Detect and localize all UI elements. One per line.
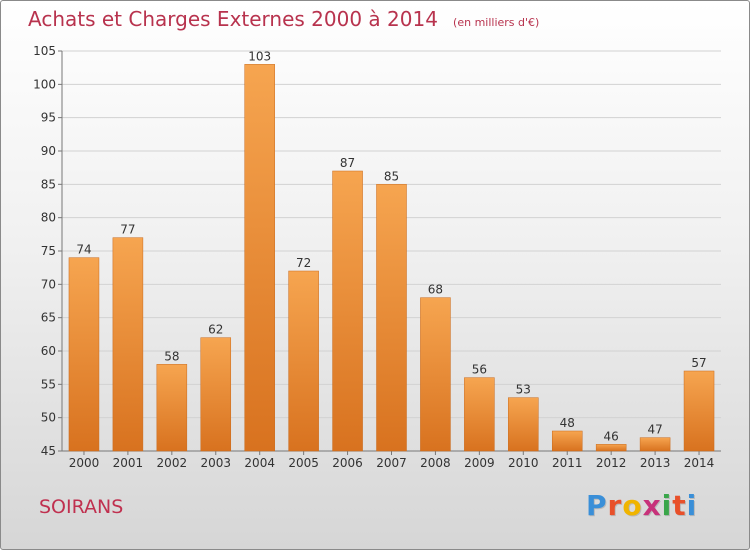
bar-2006 (332, 170, 363, 452)
bar-2009 (464, 377, 495, 452)
y-tick-label: 50 (41, 411, 56, 425)
bar-2013 (639, 437, 671, 452)
x-tick-label: 2003 (200, 456, 231, 470)
title-row: Achats et Charges Externes 2000 à 2014 (… (28, 7, 539, 31)
y-tick-label: 60 (41, 344, 56, 358)
y-tick-label: 100 (33, 77, 56, 91)
data-label: 47 (647, 423, 662, 437)
data-label: 87 (340, 156, 355, 170)
logo-letter: x (642, 489, 662, 522)
y-tick-label: 65 (41, 311, 56, 325)
data-label: 57 (691, 356, 706, 370)
x-tick-label: 2011 (552, 456, 583, 470)
bar-2010 (508, 397, 539, 452)
bar-2001 (112, 237, 144, 452)
y-tick-label: 85 (41, 177, 56, 191)
proxiti-logo: Proxiti (586, 489, 697, 522)
logo-letter: o (622, 489, 643, 522)
bar-2000 (68, 257, 100, 452)
data-label: 62 (208, 323, 223, 337)
x-tick-label: 2006 (332, 456, 363, 470)
y-tick-label: 55 (41, 377, 56, 391)
logo-letter: P (586, 489, 608, 522)
y-tick-label: 80 (41, 211, 56, 225)
data-label: 103 (248, 49, 271, 63)
commune-name: SOIRANS (39, 496, 124, 518)
x-tick-label: 2012 (596, 456, 627, 470)
x-tick-label: 2009 (464, 456, 495, 470)
data-label: 56 (472, 363, 487, 377)
x-tick-label: 2014 (684, 456, 715, 470)
data-labels: 74 77 58 62 103 72 87 85 68 56 53 48 46 47 57 (76, 49, 706, 443)
bar-2005 (288, 270, 319, 452)
y-tick-label: 90 (41, 144, 56, 158)
logo-letter: i (661, 489, 673, 522)
data-label: 85 (384, 169, 399, 183)
bar-2002 (156, 364, 188, 452)
axes: 45 50 55 60 65 70 75 80 85 90 95 100 105 2000 2001 2002… (33, 44, 721, 470)
bar-2008 (420, 297, 451, 452)
bar-2014 (683, 370, 715, 452)
x-tick-label: 2002 (157, 456, 188, 470)
data-label: 74 (76, 243, 91, 257)
x-tick-label: 2000 (69, 456, 100, 470)
bar-2011 (551, 430, 583, 452)
y-tick-label: 95 (41, 111, 56, 125)
data-label: 72 (296, 256, 311, 270)
data-label: 77 (120, 223, 135, 237)
bar-2007 (376, 184, 407, 452)
data-label: 53 (516, 383, 531, 397)
x-tick-label: 2001 (113, 456, 144, 470)
bars (68, 64, 715, 452)
data-label: 46 (604, 429, 619, 443)
x-tick-label: 2013 (640, 456, 671, 470)
x-tick-label: 2008 (420, 456, 451, 470)
bar-2004 (244, 64, 275, 452)
logo-letter: i (686, 489, 698, 522)
logo-letter: r (607, 489, 623, 522)
data-label: 48 (560, 416, 575, 430)
x-tick-label: 2007 (376, 456, 407, 470)
bar-2003 (200, 337, 232, 452)
logo-letter: t (672, 489, 687, 522)
data-label: 58 (164, 349, 179, 363)
data-label: 68 (428, 283, 443, 297)
chart-subtitle: (en milliers d'€) (453, 16, 540, 29)
y-tick-label: 75 (41, 244, 56, 258)
x-tick-label: 2005 (288, 456, 319, 470)
chart-title: Achats et Charges Externes 2000 à 2014 (28, 7, 438, 31)
x-tick-label: 2010 (508, 456, 539, 470)
y-tick-label: 70 (41, 277, 56, 291)
y-tick-label: 105 (33, 44, 56, 58)
y-tick-label: 45 (41, 444, 56, 458)
bar-2012 (595, 444, 627, 452)
x-tick-label: 2004 (244, 456, 275, 470)
